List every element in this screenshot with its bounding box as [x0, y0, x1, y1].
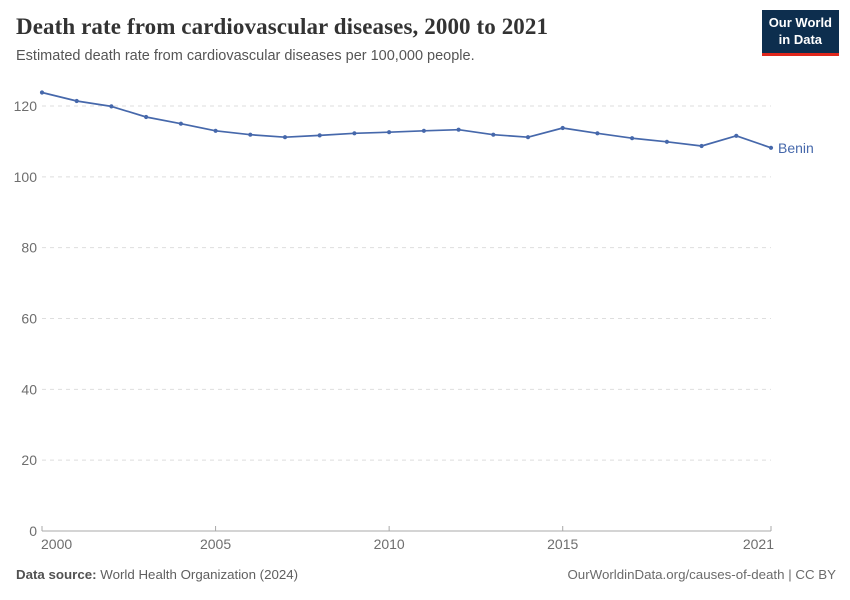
data-point	[595, 131, 600, 136]
page-title: Death rate from cardiovascular diseases,…	[16, 14, 549, 39]
y-axis-tick-label: 120	[14, 98, 38, 114]
chart-header: Death rate from cardiovascular diseases,…	[16, 13, 750, 65]
page-subtitle: Estimated death rate from cardiovascular…	[16, 47, 475, 64]
y-axis-tick-label: 40	[21, 381, 37, 397]
x-axis-tick-label: 2000	[41, 536, 72, 552]
data-line	[41, 91, 772, 149]
data-point	[525, 135, 531, 140]
data-point	[421, 128, 426, 133]
data-source-value: World Health Organization (2024)	[100, 567, 299, 582]
y-axis-tick-label: 60	[21, 311, 37, 327]
data-point	[317, 133, 322, 138]
data-source-label: Data source:	[16, 567, 97, 582]
data-point	[213, 128, 218, 133]
data-point	[387, 130, 392, 135]
data-point	[178, 121, 183, 126]
data-point	[699, 143, 704, 149]
y-axis-tick-label: 100	[14, 169, 38, 185]
x-axis-tick-label: 2010	[374, 536, 405, 552]
y-axis-tick-label: 20	[21, 452, 37, 468]
data-point	[352, 131, 357, 136]
credit-link[interactable]: OurWorldinData.org/causes-of-death | CC …	[567, 567, 836, 582]
data-point	[560, 125, 565, 131]
data-point	[734, 133, 739, 138]
x-axis-tick-label: 2005	[200, 536, 231, 552]
data-point	[282, 135, 288, 140]
data-point	[456, 127, 461, 132]
data-point	[491, 132, 496, 137]
data-point	[630, 136, 635, 141]
series-end-label: Benin	[778, 140, 814, 156]
x-axis-tick-label: 2015	[547, 536, 578, 552]
owid-logo[interactable]: Our World in Data	[761, 10, 839, 56]
data-point	[664, 139, 670, 144]
data-point	[248, 132, 253, 137]
chart-footer: Data source: World Health Organization (…	[16, 567, 836, 582]
data-source: Data source: World Health Organization (…	[16, 567, 298, 582]
data-point	[144, 114, 149, 120]
x-axis-tick-label: 2021	[743, 536, 774, 552]
y-axis-tick-label: 0	[29, 523, 37, 539]
data-point	[768, 145, 774, 150]
data-point	[39, 90, 45, 95]
logo-line-2: in Data	[778, 31, 823, 47]
data-point	[74, 98, 79, 104]
data-point	[109, 104, 114, 109]
y-axis-tick-label: 80	[21, 240, 37, 256]
logo-line-1: Our World	[768, 15, 832, 30]
